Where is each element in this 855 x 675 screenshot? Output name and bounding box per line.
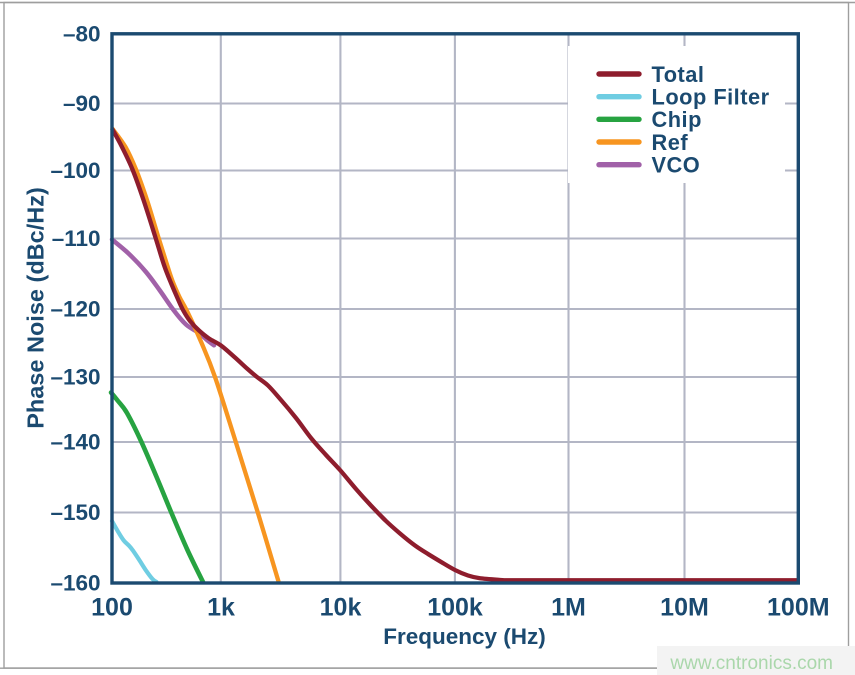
svg-text:–90: –90 bbox=[63, 91, 101, 116]
svg-text:–110: –110 bbox=[52, 226, 101, 251]
svg-text:1M: 1M bbox=[551, 594, 586, 622]
svg-text:1k: 1k bbox=[207, 594, 235, 622]
svg-text:10M: 10M bbox=[660, 594, 709, 622]
svg-text:100M: 100M bbox=[767, 594, 830, 622]
svg-text:–140: –140 bbox=[50, 430, 100, 455]
svg-text:–130: –130 bbox=[50, 365, 100, 390]
svg-text:–80: –80 bbox=[63, 21, 101, 46]
svg-text:Total: Total bbox=[652, 62, 705, 87]
svg-text:–160: –160 bbox=[50, 571, 100, 596]
svg-text:Loop Filter: Loop Filter bbox=[652, 84, 770, 109]
svg-text:Chip: Chip bbox=[652, 107, 702, 132]
svg-text:Ref: Ref bbox=[652, 130, 689, 155]
svg-text:VCO: VCO bbox=[652, 153, 701, 178]
svg-text:100k: 100k bbox=[427, 594, 483, 622]
svg-text:www.cntronics.com: www.cntronics.com bbox=[669, 653, 833, 674]
svg-text:–100: –100 bbox=[50, 158, 100, 183]
svg-text:Phase Noise (dBc/Hz): Phase Noise (dBc/Hz) bbox=[23, 187, 49, 429]
svg-text:100: 100 bbox=[91, 594, 133, 622]
svg-text:Frequency (Hz): Frequency (Hz) bbox=[383, 624, 546, 649]
svg-text:–120: –120 bbox=[50, 297, 100, 322]
svg-text:10k: 10k bbox=[320, 594, 362, 622]
svg-text:–150: –150 bbox=[50, 500, 100, 525]
